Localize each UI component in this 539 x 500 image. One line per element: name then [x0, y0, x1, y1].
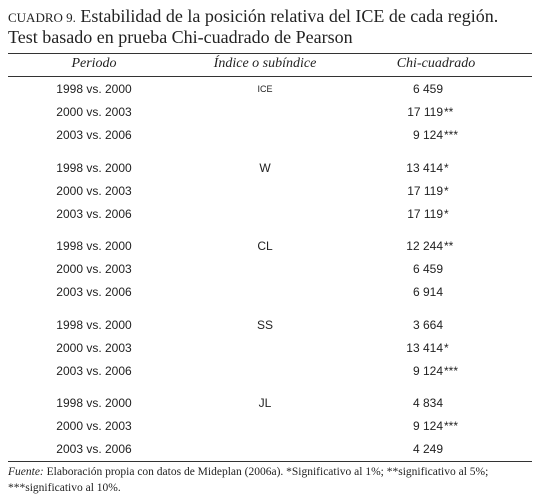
header: Chi-cuadrado: [396, 56, 476, 71]
value-cell: 9 124: [412, 128, 443, 142]
period-cell: 2000 vs. 2003: [56, 340, 132, 355]
period-cell: 1998 vs. 2000: [56, 396, 132, 410]
index-cell: SS: [256, 317, 274, 332]
period-cell: 2000 vs. 2003: [56, 105, 132, 119]
period-cell: 2003 vs. 2006: [56, 285, 132, 299]
value-cell: 12 244: [406, 239, 443, 253]
significance: ***: [444, 363, 459, 378]
value-cell: 6 459: [412, 82, 443, 96]
period-cell: 1998 vs. 2000: [56, 317, 132, 332]
period-cell: 1998 vs. 2000: [56, 160, 132, 175]
significance: *: [444, 183, 449, 198]
period-cell: 2000 vs. 2003: [56, 183, 132, 198]
footnote-label: Fuente:: [8, 466, 44, 478]
index-cell: ICE: [257, 84, 273, 94]
significance: **: [444, 105, 454, 119]
value-cell: 13 414: [406, 340, 443, 355]
value-cell: 6 459: [412, 262, 443, 276]
value-cell: 9 124: [412, 419, 443, 433]
value-cell: 3 664: [412, 317, 443, 332]
footnote: Fuente: Elaboración propia con datos de …: [8, 464, 532, 496]
header: Periodo: [71, 56, 117, 71]
value-cell: 17 119: [407, 206, 443, 221]
period-cell: 2000 vs. 2003: [56, 419, 132, 433]
significance: *: [444, 160, 449, 175]
index-cell: JL: [258, 396, 272, 410]
caption-subtitle: Test basado en prueba Chi-cuadrado de Pe…: [8, 27, 353, 47]
index-cell: CL: [257, 239, 273, 253]
value-cell: 13 414: [406, 160, 443, 175]
caption-label: CUADRO 9.: [8, 10, 76, 25]
caption-line: CUADRO 9. Estabilidad de la posición rel…: [8, 6, 498, 28]
value-cell: 9 124: [412, 363, 443, 378]
caption-title: Estabilidad de la posición relativa del …: [80, 6, 499, 26]
significance: **: [444, 239, 454, 253]
value-cell: 6 914: [412, 285, 443, 299]
period-cell: 2000 vs. 2003: [56, 262, 132, 276]
footnote-text: Elaboración propia con datos de Mideplan…: [8, 466, 489, 494]
period-cell: 2003 vs. 2006: [56, 363, 132, 378]
significance: *: [444, 340, 449, 355]
rule: [8, 53, 532, 54]
value-cell: 4 249: [412, 442, 443, 456]
significance: ***: [444, 128, 459, 142]
significance: ***: [444, 419, 459, 433]
period-cell: 2003 vs. 2006: [56, 128, 132, 142]
period-cell: 1998 vs. 2000: [56, 82, 132, 96]
value-cell: 17 119: [407, 105, 443, 119]
rule: [8, 76, 532, 77]
index-cell: W: [259, 160, 271, 175]
rule: [8, 461, 532, 462]
value-cell: 4 834: [412, 396, 443, 410]
period-cell: 2003 vs. 2006: [56, 442, 132, 456]
header: Índice o subíndice: [213, 56, 317, 71]
significance: *: [444, 206, 449, 221]
period-cell: 2003 vs. 2006: [56, 206, 132, 221]
value-cell: 17 119: [407, 183, 443, 198]
period-cell: 1998 vs. 2000: [56, 239, 132, 253]
